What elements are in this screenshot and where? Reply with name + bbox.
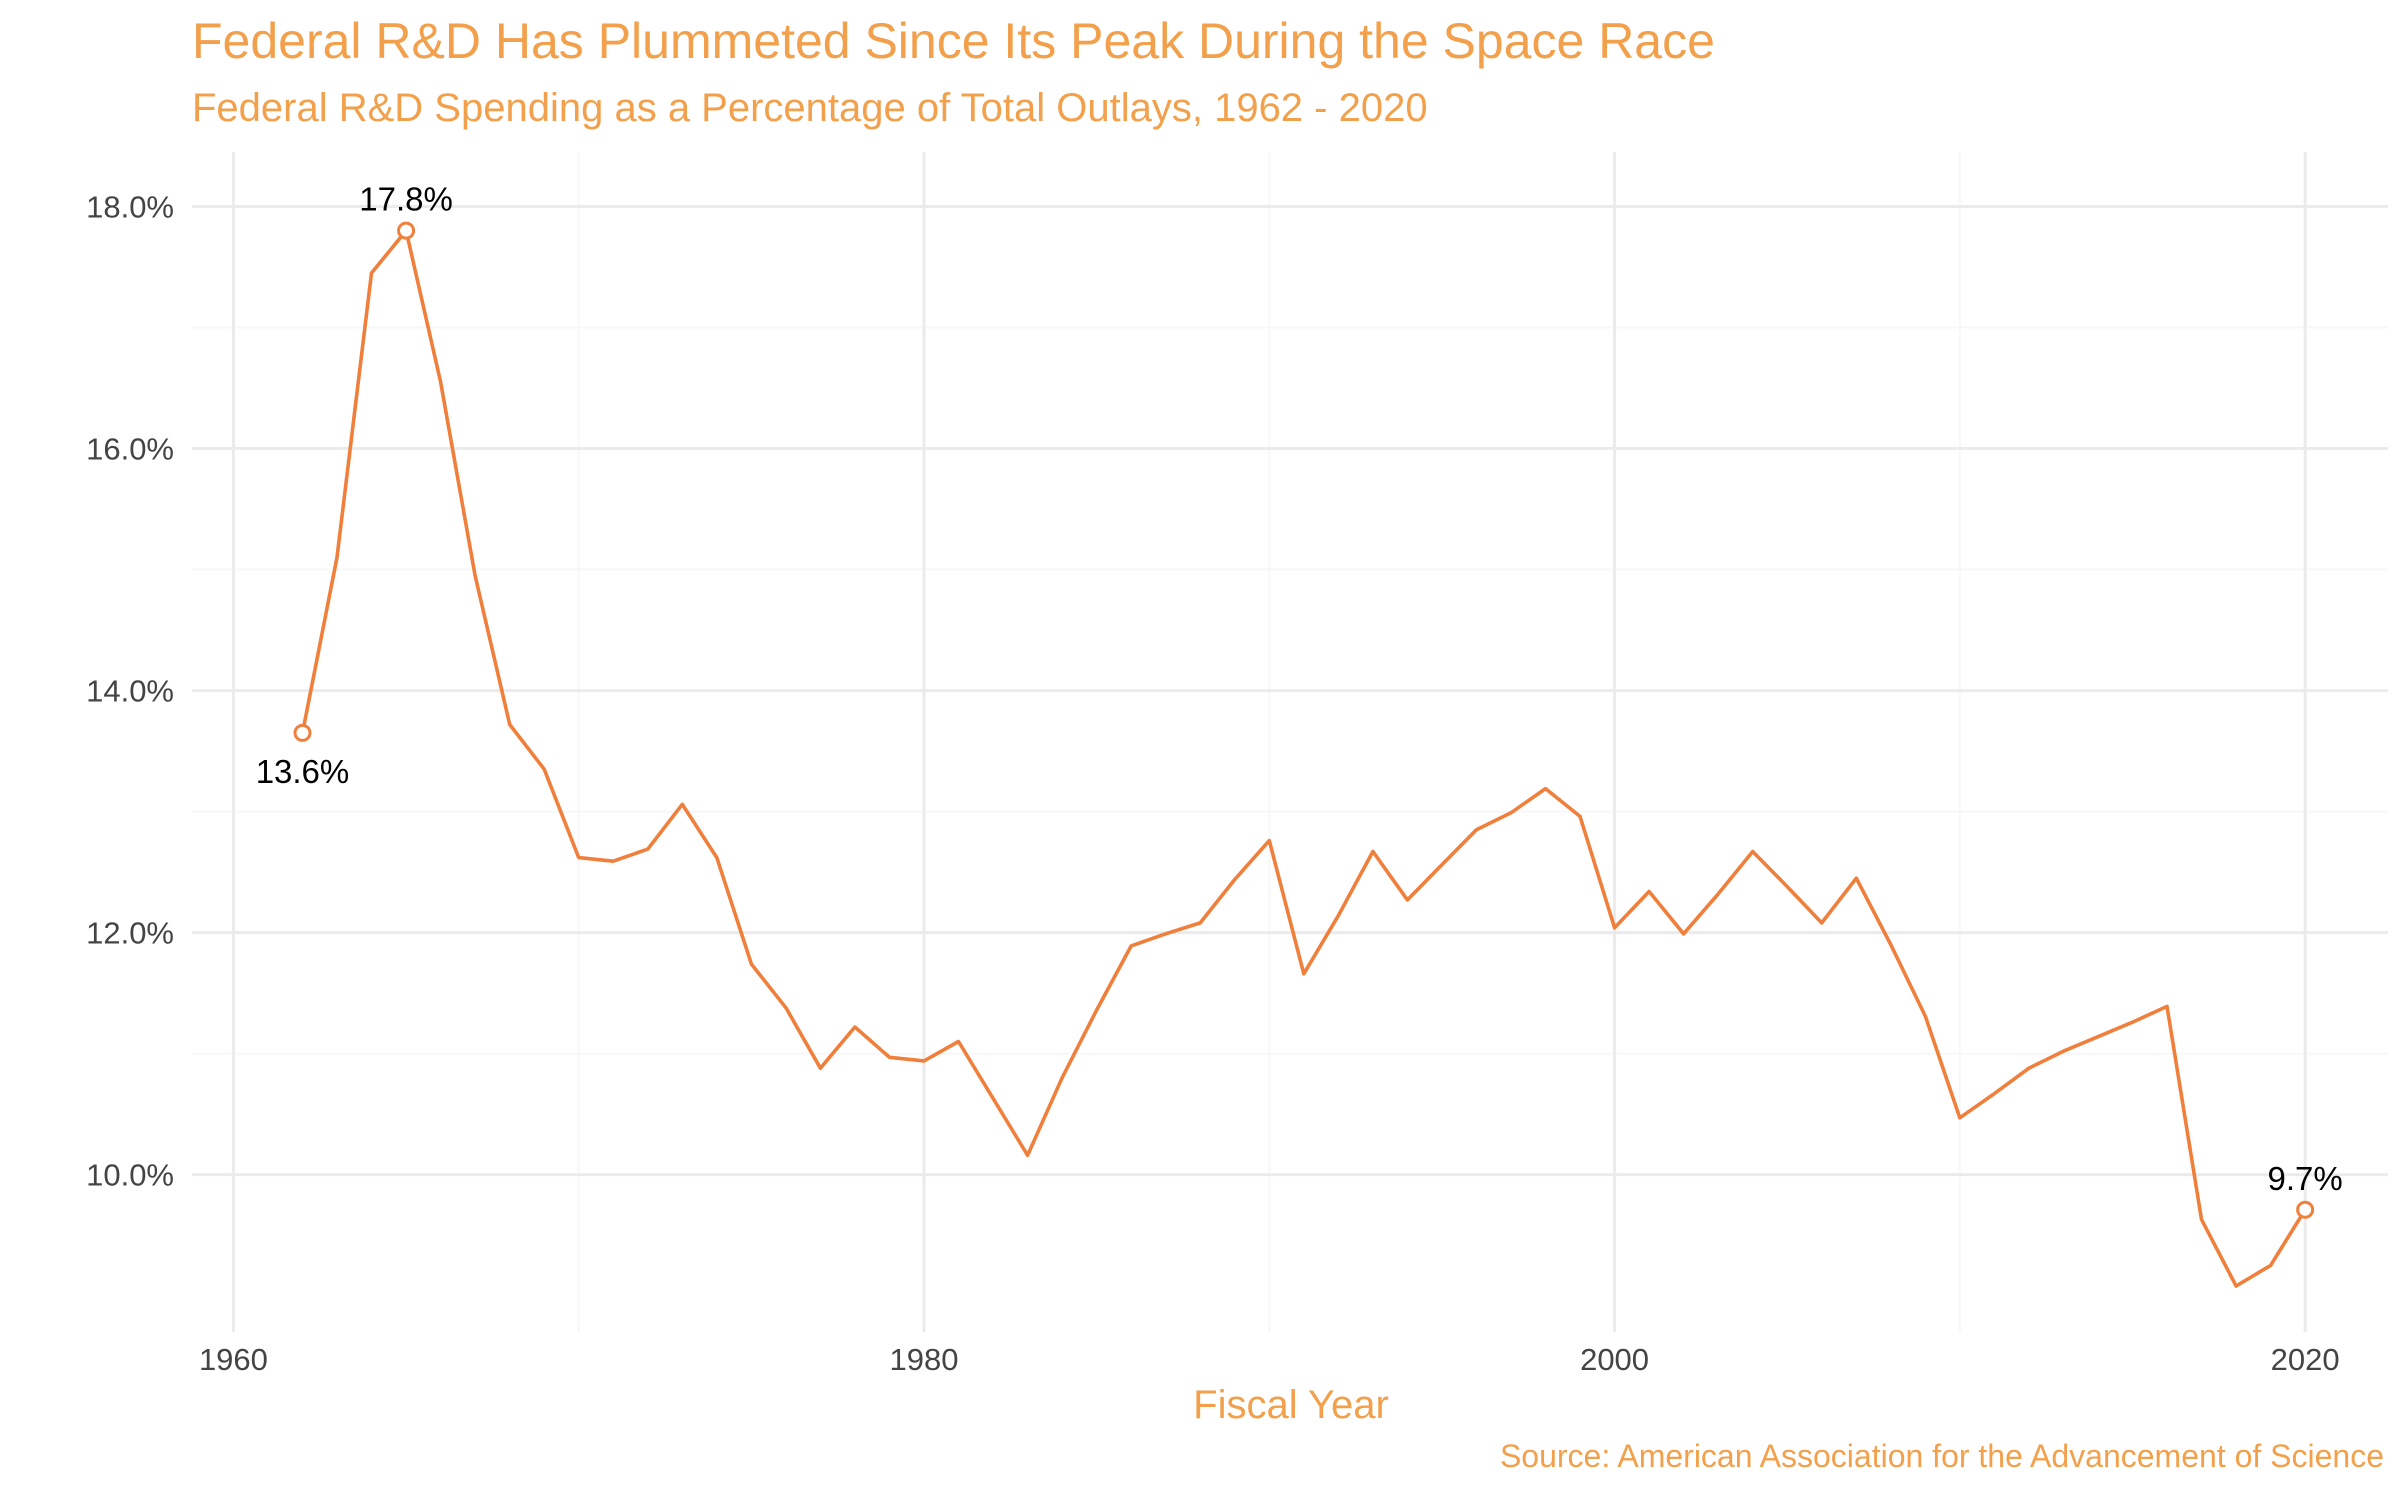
data-label: 17.8%	[359, 181, 453, 218]
y-tick-label: 10.0%	[86, 1158, 174, 1193]
y-tick-label: 12.0%	[86, 916, 174, 951]
x-tick-label: 1980	[890, 1342, 959, 1377]
y-tick-label: 16.0%	[86, 432, 174, 467]
data-label: 9.7%	[2268, 1160, 2343, 1197]
x-axis-title: Fiscal Year	[1193, 1383, 1389, 1427]
series-line	[300, 228, 2307, 1288]
annotation-point	[2296, 1200, 2315, 1219]
y-axis: 10.0% 12.0% 14.0% 16.0% 18.0%	[86, 189, 174, 1192]
chart-title: Federal R&D Has Plummeted Since Its Peak…	[192, 13, 1715, 69]
y-tick-label: 18.0%	[86, 189, 174, 224]
x-tick-label: 2020	[2271, 1342, 2340, 1377]
x-tick-label: 2000	[1580, 1342, 1649, 1377]
y-tick-label: 14.0%	[86, 674, 174, 709]
series-layer	[300, 228, 2307, 1288]
x-tick-label: 1960	[199, 1342, 268, 1377]
annotation-point	[397, 221, 416, 240]
chart-subtitle: Federal R&D Spending as a Percentage of …	[192, 86, 1428, 130]
x-axis: 1960 1980 2000 2020	[199, 1342, 2340, 1377]
data-label: 13.6%	[256, 753, 350, 790]
grid-lines	[192, 152, 2388, 1332]
annotation-layer: 13.6% 17.8% 9.7%	[256, 181, 2343, 1219]
chart-caption: Source: American Association for the Adv…	[1499, 1438, 2384, 1474]
annotation-point	[293, 723, 312, 742]
